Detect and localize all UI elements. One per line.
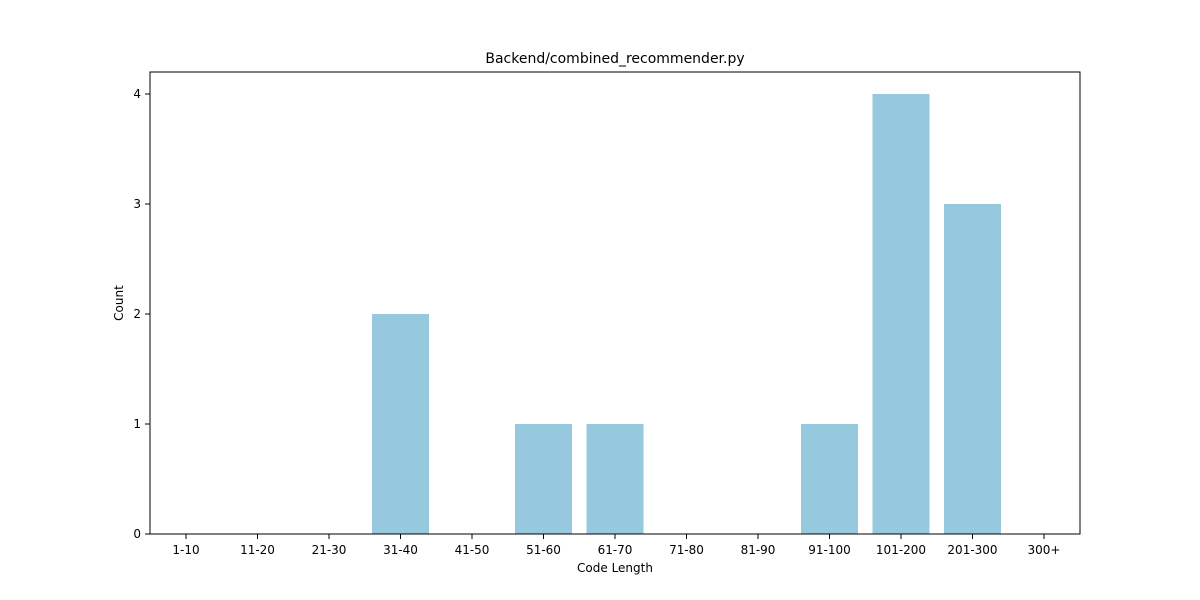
y-tick-label: 4 xyxy=(133,87,141,101)
chart-title: Backend/combined_recommender.py xyxy=(485,51,744,67)
y-axis-ticks: 0 1 2 3 4 xyxy=(133,87,150,541)
x-tick-label: 21-30 xyxy=(312,543,347,557)
y-tick-label: 0 xyxy=(133,527,141,541)
bar-61-70 xyxy=(586,424,644,534)
y-axis-label: Count xyxy=(112,285,126,321)
bar-201-300 xyxy=(944,204,1001,534)
bar-31-40 xyxy=(372,314,429,534)
x-tick-label: 41-50 xyxy=(455,543,490,557)
x-axis-ticks: 1-10 11-20 21-30 31-40 41-50 51-60 61-70 71-80 8… xyxy=(172,534,1060,557)
x-tick-label: 300+ xyxy=(1028,543,1061,557)
y-tick-label: 2 xyxy=(133,307,141,321)
bars-group xyxy=(372,94,1001,534)
x-axis-label: Code Length xyxy=(577,561,653,575)
x-tick-label: 101-200 xyxy=(876,543,926,557)
x-tick-label: 81-90 xyxy=(741,543,776,557)
bar-91-100 xyxy=(801,424,858,534)
x-tick-label: 61-70 xyxy=(598,543,633,557)
bar-51-60 xyxy=(515,424,572,534)
x-tick-label: 11-20 xyxy=(240,543,275,557)
x-tick-label: 71-80 xyxy=(669,543,704,557)
y-tick-label: 3 xyxy=(133,197,141,211)
y-tick-label: 1 xyxy=(133,417,141,431)
x-tick-label: 201-300 xyxy=(947,543,997,557)
x-tick-label: 51-60 xyxy=(526,543,561,557)
bar-101-200 xyxy=(872,94,930,534)
x-tick-label: 91-100 xyxy=(808,543,851,557)
x-tick-label: 31-40 xyxy=(383,543,418,557)
x-tick-label: 1-10 xyxy=(172,543,199,557)
